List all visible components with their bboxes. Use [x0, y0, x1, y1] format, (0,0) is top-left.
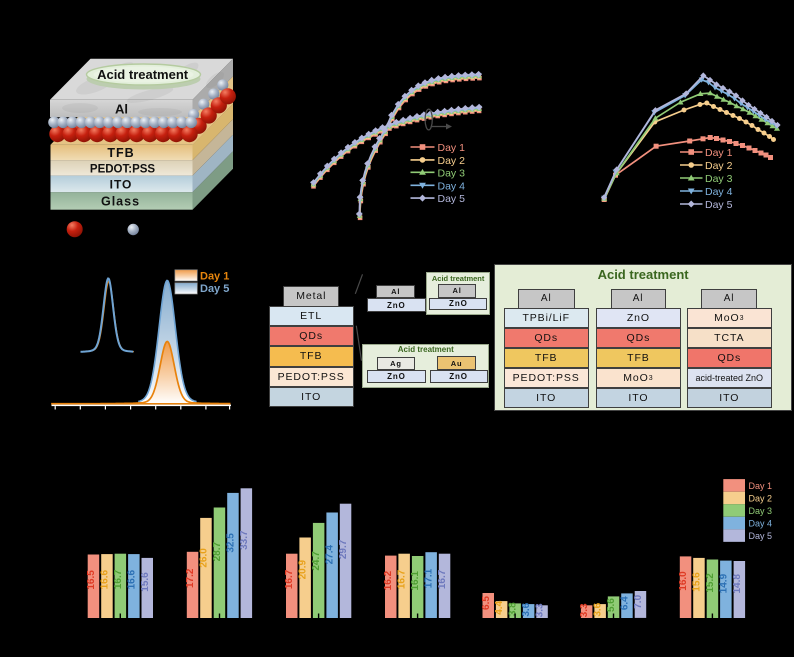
svg-text:Day 3: Day 3 — [438, 167, 466, 179]
svg-text:Day 1: Day 1 — [749, 481, 773, 491]
svg-text:26.0: 26.0 — [199, 548, 210, 568]
svg-text:Day 4: Day 4 — [438, 180, 466, 192]
svg-text:17.1: 17.1 — [424, 568, 435, 588]
svg-text:Day 4: Day 4 — [705, 186, 733, 198]
svg-text:29.7: 29.7 — [338, 539, 349, 559]
svg-text:6.5: 6.5 — [481, 596, 492, 610]
svg-text:24.7: 24.7 — [311, 551, 322, 571]
svg-text:4.4: 4.4 — [494, 600, 505, 614]
svg-text:32.5: 32.5 — [225, 533, 236, 553]
svg-text:3.6: 3.6 — [521, 602, 532, 616]
svg-text:Day 2: Day 2 — [438, 155, 466, 167]
svg-text:16.2: 16.2 — [383, 570, 394, 590]
svg-text:16.6: 16.6 — [99, 570, 110, 590]
svg-text:16.7: 16.7 — [284, 569, 295, 589]
svg-text:Day 1: Day 1 — [705, 147, 733, 159]
svg-text:Day 5: Day 5 — [200, 283, 229, 295]
svg-text:20.9: 20.9 — [298, 560, 309, 580]
svg-text:14.8: 14.8 — [732, 574, 743, 594]
svg-text:Day 5: Day 5 — [705, 199, 733, 211]
svg-text:Acid treatment: Acid treatment — [97, 67, 189, 82]
svg-text:16.5: 16.5 — [86, 570, 97, 590]
svg-text:14.9: 14.9 — [718, 573, 729, 593]
svg-text:Day 2: Day 2 — [705, 160, 733, 172]
svg-text:Day 5: Day 5 — [438, 193, 466, 205]
svg-text:ITO: ITO — [110, 178, 133, 192]
svg-text:16.6: 16.6 — [126, 570, 137, 590]
svg-text:Glass: Glass — [101, 195, 140, 209]
svg-text:Day 5: Day 5 — [749, 531, 773, 541]
svg-text:7.0: 7.0 — [633, 594, 644, 608]
svg-text:Day 3: Day 3 — [705, 173, 733, 185]
svg-text:15.2: 15.2 — [705, 573, 716, 593]
svg-text:PEDOT:PSS: PEDOT:PSS — [90, 164, 156, 176]
svg-text:Day 1: Day 1 — [200, 270, 229, 282]
svg-text:33.7: 33.7 — [239, 530, 250, 550]
svg-text:16.7: 16.7 — [113, 569, 124, 589]
svg-text:5.6: 5.6 — [606, 598, 617, 612]
svg-text:6.4: 6.4 — [620, 596, 631, 610]
svg-text:16.7: 16.7 — [437, 569, 448, 589]
svg-text:15.6: 15.6 — [140, 572, 151, 592]
svg-text:Day 1: Day 1 — [438, 142, 466, 154]
svg-text:Day 4: Day 4 — [749, 519, 773, 529]
svg-text:16.0: 16.0 — [678, 571, 689, 591]
svg-text:16.7: 16.7 — [397, 569, 408, 589]
svg-text:15.6: 15.6 — [692, 572, 703, 592]
svg-text:17.2: 17.2 — [185, 568, 196, 588]
svg-text:Al: Al — [115, 102, 128, 117]
svg-text:3.3: 3.3 — [535, 603, 546, 617]
svg-text:27.4: 27.4 — [325, 545, 336, 565]
svg-text:28.7: 28.7 — [212, 542, 223, 562]
svg-text:3.3: 3.3 — [579, 603, 590, 617]
svg-text:Day 3: Day 3 — [749, 506, 773, 516]
svg-text:TFB: TFB — [107, 146, 134, 160]
svg-text:Day 2: Day 2 — [749, 493, 773, 503]
svg-text:3.6: 3.6 — [593, 602, 604, 616]
svg-text:16.1: 16.1 — [410, 571, 421, 591]
svg-text:3.8: 3.8 — [508, 602, 519, 616]
